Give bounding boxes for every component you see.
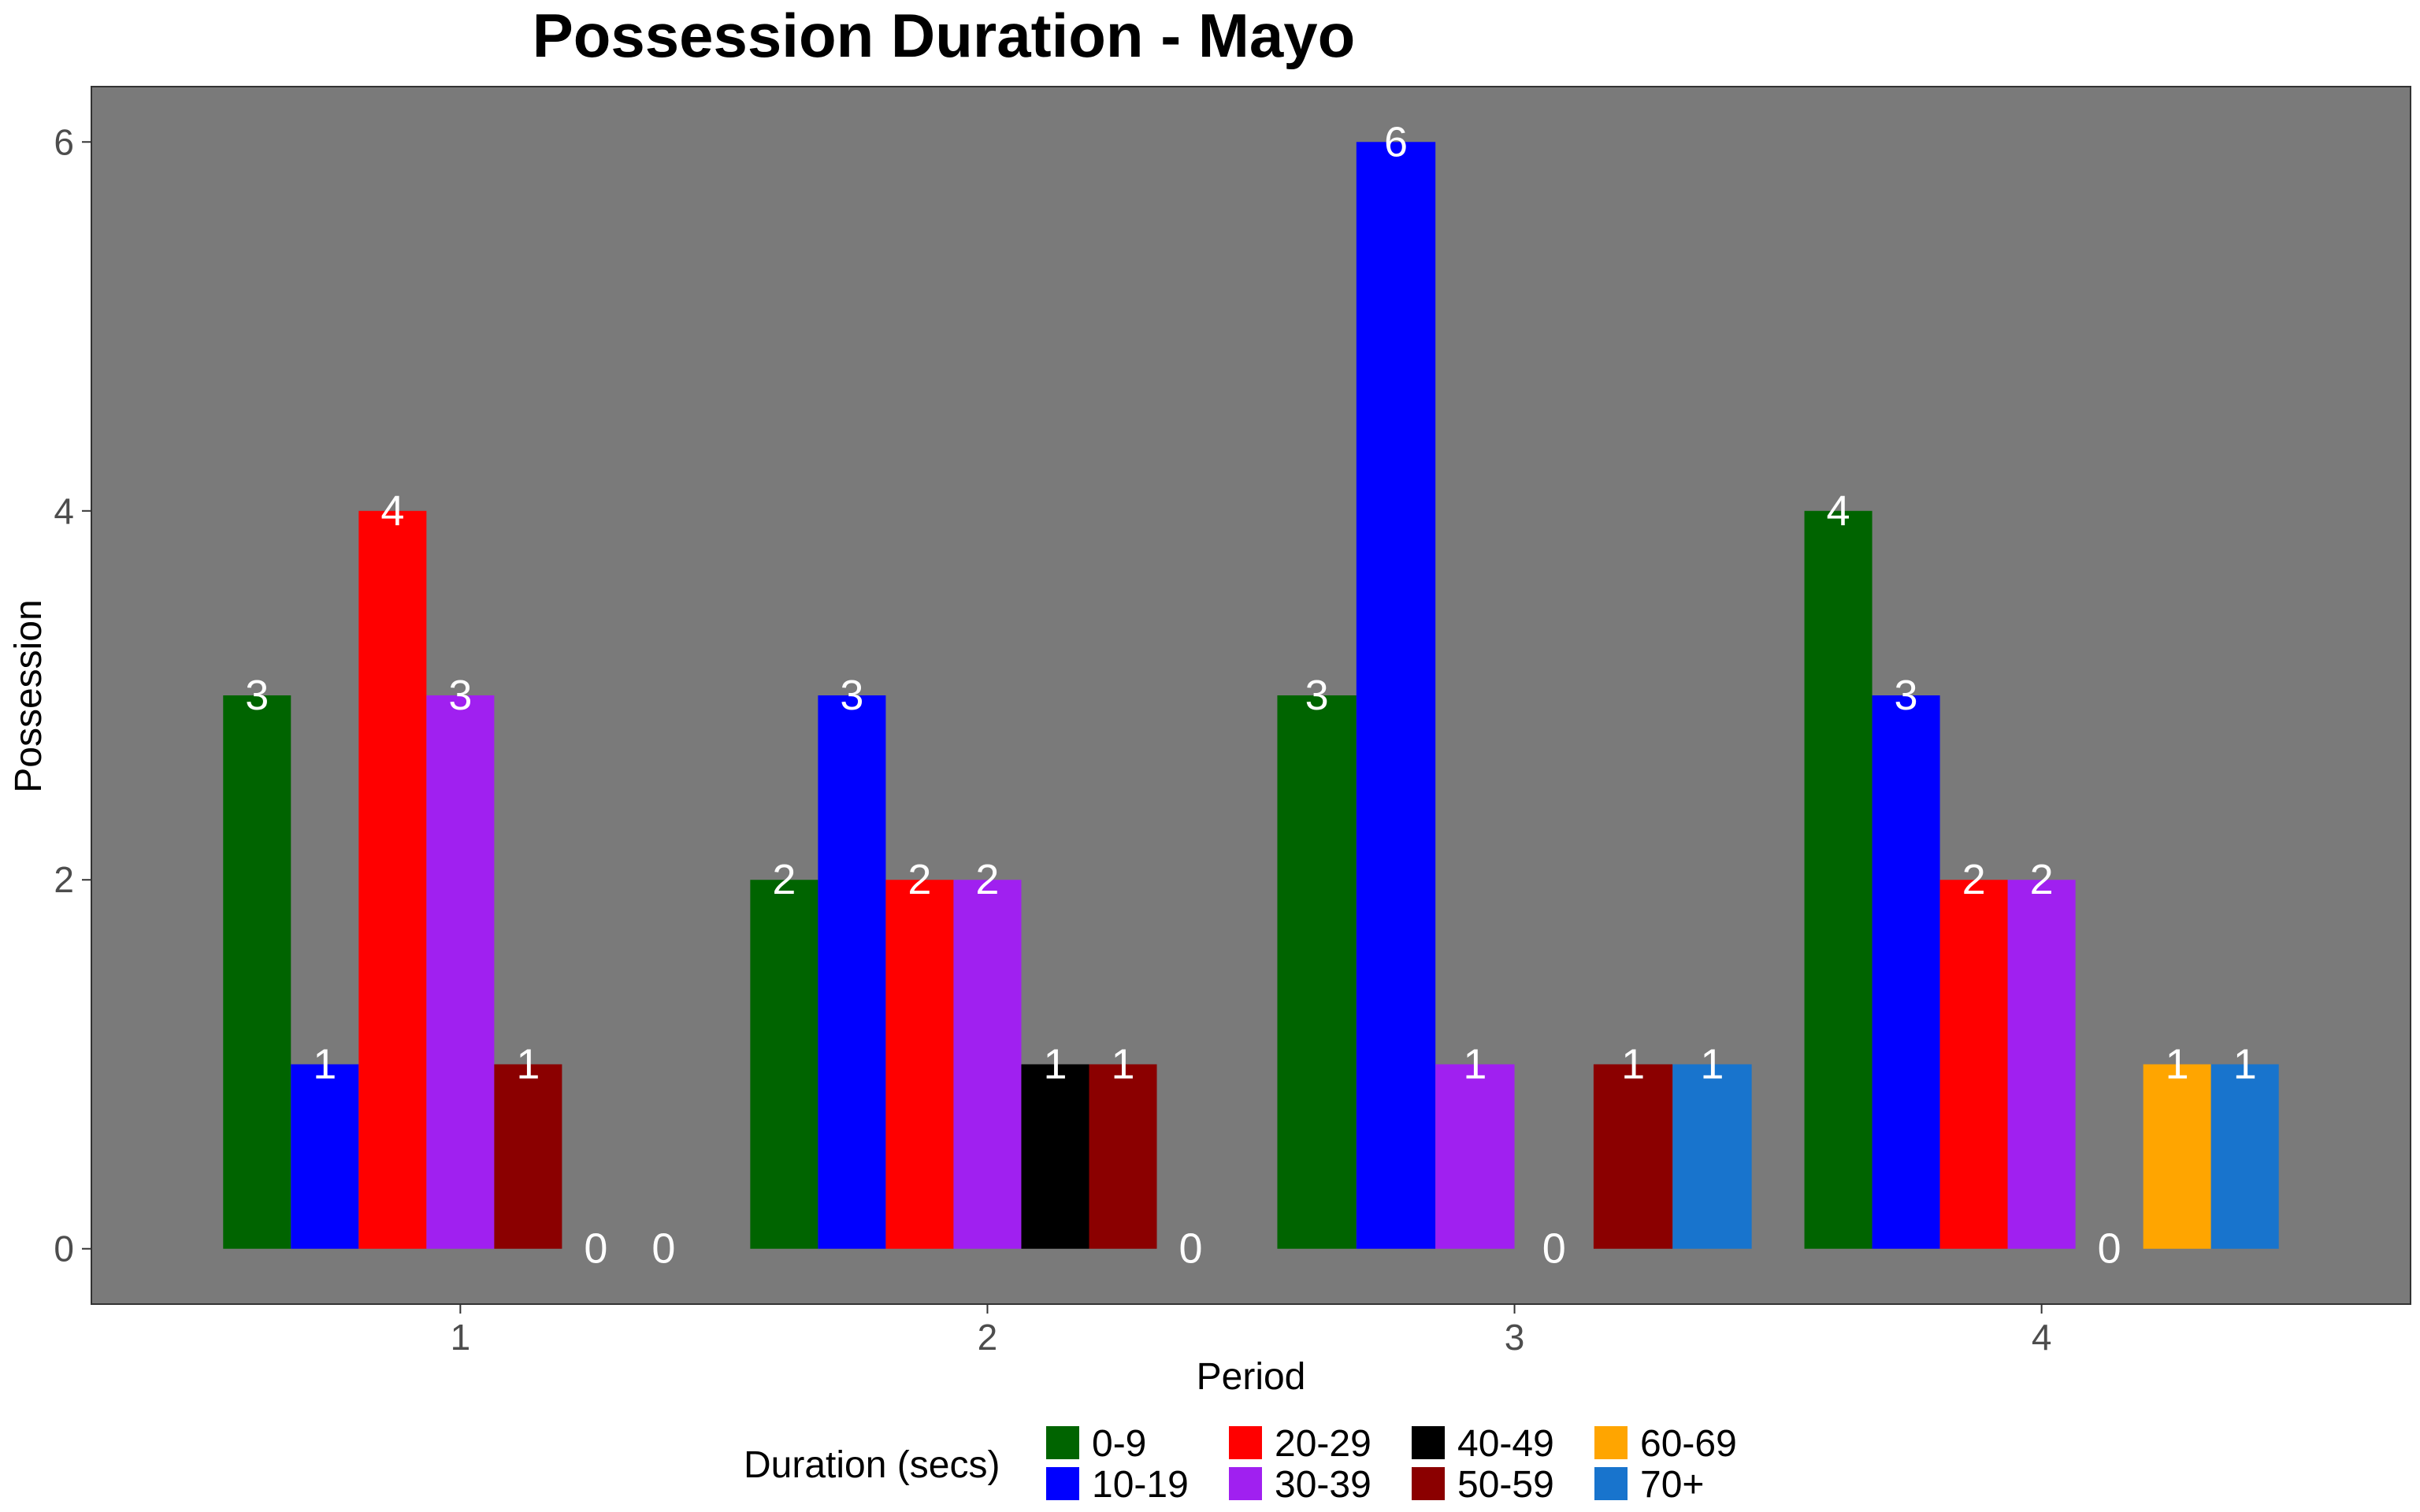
bar-period-3-50-59 xyxy=(1593,1064,1673,1249)
legend-label: 0-9 xyxy=(1092,1423,1146,1465)
bar-period-3-70+ xyxy=(1672,1064,1752,1249)
bar-value-label: 1 xyxy=(1043,1040,1067,1088)
bar-period-4-70+ xyxy=(2210,1064,2279,1249)
bar-value-label: 0 xyxy=(584,1225,607,1273)
chart-title: Possession Duration - Mayo xyxy=(533,1,1356,70)
bar-period-2-20-29 xyxy=(885,880,954,1249)
bar-period-4-20-29 xyxy=(1939,880,2008,1249)
bar-value-label: 1 xyxy=(2166,1040,2189,1088)
legend-swatch-20-29 xyxy=(1229,1426,1262,1459)
y-tick-label: 2 xyxy=(54,859,74,900)
bar-value-label: 0 xyxy=(1179,1225,1203,1273)
legend-swatch-70+ xyxy=(1594,1467,1628,1500)
x-tick-label: 3 xyxy=(1505,1317,1525,1358)
bar-value-label: 0 xyxy=(1542,1225,1566,1273)
bar-value-label: 4 xyxy=(380,487,404,535)
bar-period-2-30-39 xyxy=(953,880,1022,1249)
bar-value-label: 0 xyxy=(2098,1225,2121,1273)
bar-period-3-10-19 xyxy=(1356,142,1436,1249)
bar-value-label: 3 xyxy=(840,672,863,719)
y-tick-label: 6 xyxy=(54,121,74,162)
bar-value-label: 4 xyxy=(1827,487,1850,535)
bar-value-label: 2 xyxy=(1962,856,1986,903)
legend-label: 70+ xyxy=(1640,1464,1704,1506)
legend-label: 50-59 xyxy=(1457,1464,1554,1506)
bar-period-1-50-59 xyxy=(494,1064,562,1249)
y-tick-label: 4 xyxy=(54,491,74,532)
x-axis: 1 2 3 4 xyxy=(451,1304,2052,1358)
bar-value-label: 2 xyxy=(772,856,796,903)
bar-period-1-0-9 xyxy=(223,695,291,1249)
bar-value-label: 1 xyxy=(2233,1040,2257,1088)
legend-swatch-40-49 xyxy=(1412,1426,1445,1459)
bar-value-label: 2 xyxy=(908,856,931,903)
bar-period-3-30-39 xyxy=(1435,1064,1515,1249)
bar-period-4-60-69 xyxy=(2143,1064,2211,1249)
bar-value-label: 3 xyxy=(245,672,269,719)
bar-period-2-40-49 xyxy=(1021,1064,1089,1249)
legend-swatch-50-59 xyxy=(1412,1467,1445,1500)
bar-value-label: 1 xyxy=(1463,1040,1487,1088)
bar-period-2-0-9 xyxy=(750,880,818,1249)
y-axis: 0 2 4 6 xyxy=(54,121,91,1269)
y-axis-title: Possession xyxy=(8,599,50,792)
bar-value-label: 1 xyxy=(313,1040,336,1088)
bar-value-label: 3 xyxy=(1305,672,1329,719)
legend-swatch-30-39 xyxy=(1229,1467,1262,1500)
bar-value-label: 3 xyxy=(1895,672,1918,719)
x-tick-label: 1 xyxy=(451,1317,471,1358)
bar-period-1-10-19 xyxy=(291,1064,359,1249)
legend-title: Duration (secs) xyxy=(744,1444,1000,1486)
bar-period-4-30-39 xyxy=(2007,880,2076,1249)
x-axis-title: Period xyxy=(1197,1356,1306,1398)
bar-period-4-0-9 xyxy=(1804,510,1873,1249)
bar-period-2-50-59 xyxy=(1089,1064,1157,1249)
x-tick-label: 4 xyxy=(2032,1317,2052,1358)
legend-swatch-10-19 xyxy=(1046,1467,1079,1500)
legend-label: 30-39 xyxy=(1275,1464,1371,1506)
legend-label: 10-19 xyxy=(1092,1464,1189,1506)
bar-period-1-30-39 xyxy=(426,695,495,1249)
bar-value-label: 2 xyxy=(2030,856,2054,903)
legend-label: 20-29 xyxy=(1275,1423,1371,1465)
bar-value-label: 0 xyxy=(651,1225,675,1273)
bar-period-3-0-9 xyxy=(1277,695,1357,1249)
legend-label: 60-69 xyxy=(1640,1423,1737,1465)
bars xyxy=(223,142,2279,1249)
y-tick-label: 0 xyxy=(54,1228,74,1269)
legend-swatch-0-9 xyxy=(1046,1426,1079,1459)
bar-period-4-10-19 xyxy=(1872,695,1940,1249)
bar-value-label: 1 xyxy=(1700,1040,1724,1088)
bar-period-1-20-29 xyxy=(358,510,427,1249)
legend-label: 40-49 xyxy=(1457,1423,1554,1465)
bar-period-2-10-19 xyxy=(818,695,886,1249)
bar-value-label: 2 xyxy=(975,856,999,903)
bar-value-label: 1 xyxy=(516,1040,540,1088)
bar-value-label: 6 xyxy=(1384,118,1408,165)
x-tick-label: 2 xyxy=(978,1317,998,1358)
bar-value-label: 3 xyxy=(448,672,472,719)
bar-value-label: 1 xyxy=(1111,1040,1134,1088)
legend-swatch-60-69 xyxy=(1594,1426,1628,1459)
bar-value-label: 1 xyxy=(1621,1040,1645,1088)
